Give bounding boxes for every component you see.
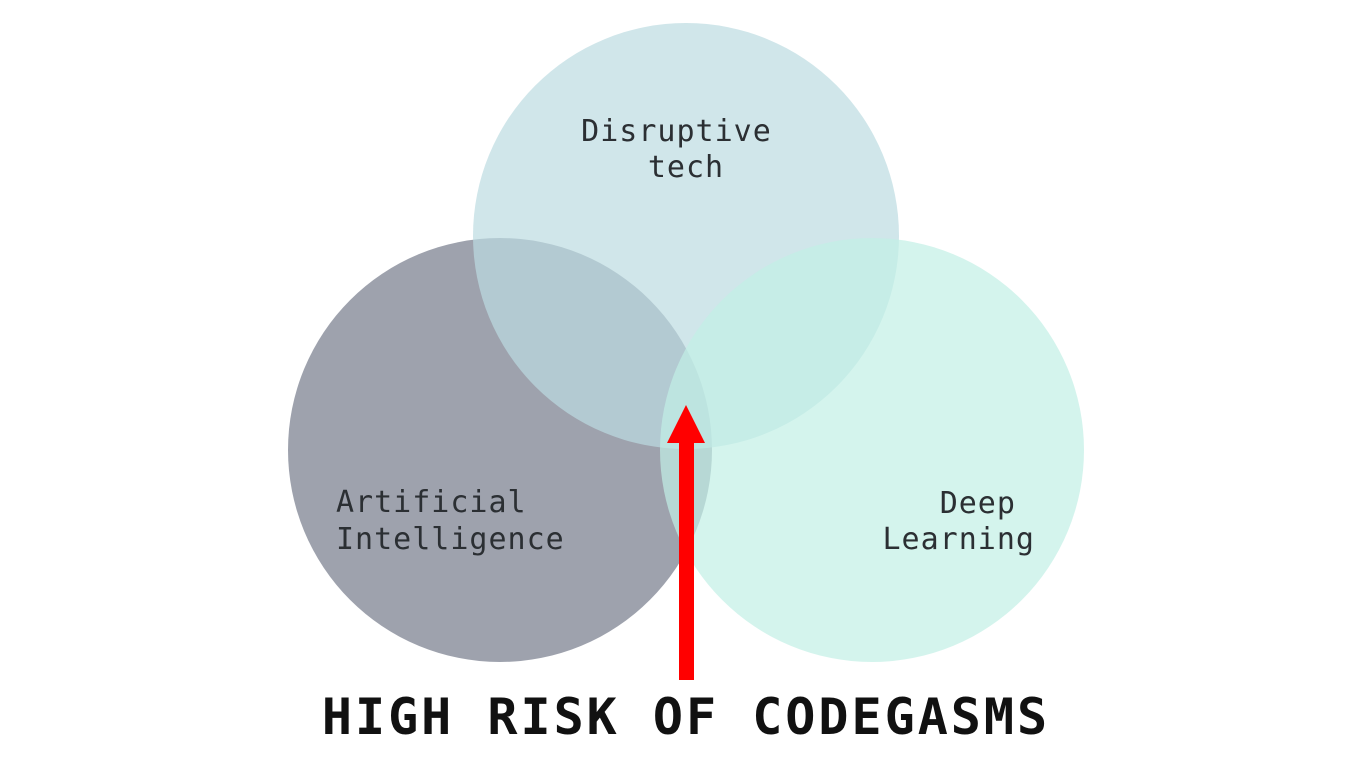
label-artificial-intelligence-line-1: Artificial	[336, 485, 527, 520]
red-arrow-icon	[667, 405, 705, 680]
label-disruptive-tech-line-1: Disruptive	[581, 114, 772, 149]
label-artificial-intelligence: Artificial Intelligence	[336, 485, 565, 557]
label-artificial-intelligence-line-2: Intelligence	[336, 522, 565, 557]
label-deep-learning-line-1: Deep	[940, 486, 1016, 521]
label-deep-learning-line-2: Learning	[883, 522, 1036, 557]
circle-deep-learning	[660, 238, 1084, 662]
label-deep-learning: Deep Learning	[883, 486, 1036, 557]
arrow-shaft	[679, 440, 694, 680]
caption-high-risk: HIGH RISK OF CODEGASMS	[322, 688, 1050, 746]
label-disruptive-tech: Disruptive tech	[581, 114, 791, 185]
arrow-head	[667, 405, 705, 443]
label-disruptive-tech-line-2: tech	[648, 150, 724, 185]
